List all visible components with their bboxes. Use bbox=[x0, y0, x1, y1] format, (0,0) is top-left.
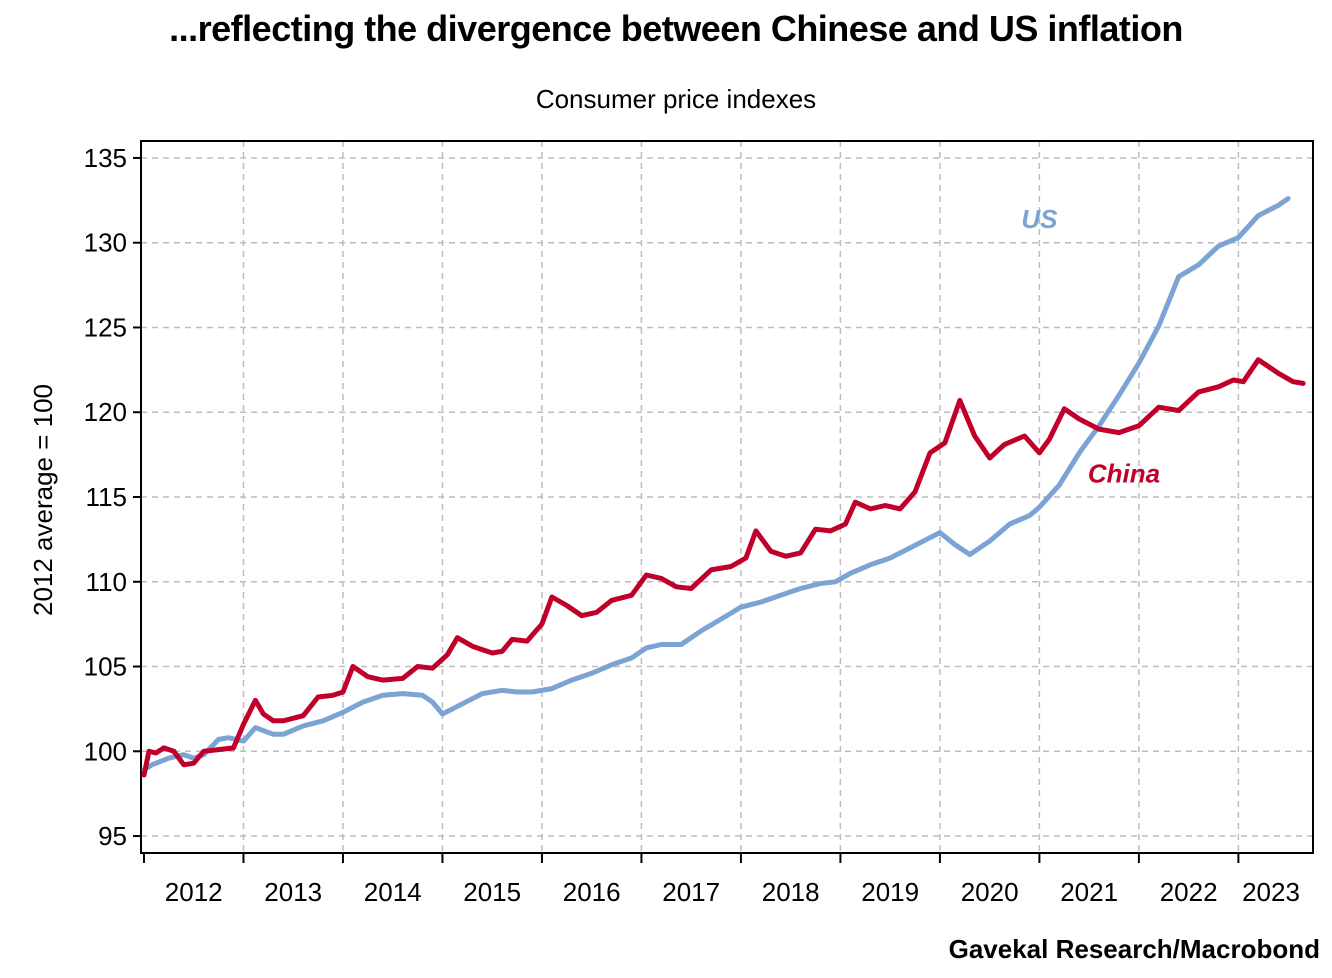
x-tick-label: 2016 bbox=[563, 877, 621, 907]
x-tick-label: 2017 bbox=[662, 877, 720, 907]
y-tick-label: 135 bbox=[84, 143, 127, 173]
y-tick-label: 130 bbox=[84, 228, 127, 258]
series-lines bbox=[141, 196, 1306, 778]
series-line-us bbox=[141, 196, 1291, 773]
series-label-china: China bbox=[1088, 458, 1160, 488]
chart-title: ...reflecting the divergence between Chi… bbox=[169, 8, 1183, 49]
source-credit: Gavekal Research/Macrobond bbox=[948, 934, 1320, 964]
y-axis: 95 100 105 110 115 120 125 130 135 bbox=[84, 143, 141, 851]
y-tick-label: 105 bbox=[84, 652, 127, 682]
y-tick-label: 95 bbox=[98, 821, 127, 851]
series-line-china bbox=[141, 357, 1306, 778]
x-tick-label: 2018 bbox=[762, 877, 820, 907]
y-tick-label: 125 bbox=[84, 312, 127, 342]
x-tick-label: 2012 bbox=[165, 877, 223, 907]
y-tick-label: 115 bbox=[86, 482, 127, 512]
x-tick-label: 2021 bbox=[1060, 877, 1118, 907]
chart-subtitle: Consumer price indexes bbox=[535, 84, 817, 114]
x-tick-label: 2013 bbox=[264, 877, 322, 907]
x-tick-label: 2023 bbox=[1242, 877, 1300, 907]
gridlines bbox=[141, 141, 1313, 853]
y-tick-label: 120 bbox=[84, 397, 127, 427]
series-labels: US China bbox=[1021, 204, 1160, 488]
x-tick-label: 2014 bbox=[364, 877, 422, 907]
x-tick-label: 2020 bbox=[961, 877, 1019, 907]
x-tick-label: 2022 bbox=[1160, 877, 1218, 907]
y-tick-label: 100 bbox=[84, 736, 127, 766]
series-label-us: US bbox=[1021, 204, 1058, 234]
y-axis-label: 2012 average = 100 bbox=[28, 384, 58, 616]
x-axis: 2012 2013 2014 2015 2016 2017 2018 2019 2020 2021… bbox=[142, 853, 1300, 907]
y-tick-label: 110 bbox=[86, 567, 127, 597]
x-tick-label: 2015 bbox=[463, 877, 521, 907]
x-tick-label: 2019 bbox=[861, 877, 919, 907]
